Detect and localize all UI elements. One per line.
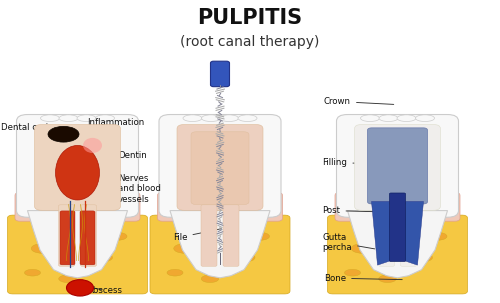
Ellipse shape [183, 115, 202, 122]
Ellipse shape [238, 115, 257, 122]
Ellipse shape [360, 115, 380, 122]
Text: Crown: Crown [324, 97, 394, 106]
FancyBboxPatch shape [80, 211, 95, 265]
Text: PULPITIS: PULPITIS [198, 8, 302, 28]
Ellipse shape [397, 115, 416, 122]
Text: Gutta
percha: Gutta percha [322, 233, 375, 252]
Ellipse shape [400, 236, 415, 242]
Text: Dental caries: Dental caries [1, 123, 62, 132]
FancyBboxPatch shape [34, 125, 120, 210]
Ellipse shape [59, 275, 76, 282]
Ellipse shape [344, 269, 360, 276]
Ellipse shape [40, 115, 60, 122]
Ellipse shape [56, 145, 100, 200]
Ellipse shape [108, 232, 127, 240]
Text: Nerves
and blood
vessels: Nerves and blood vessels [89, 174, 161, 204]
Ellipse shape [193, 261, 207, 267]
Ellipse shape [220, 115, 238, 122]
FancyBboxPatch shape [159, 115, 281, 217]
Text: Filling: Filling [322, 158, 374, 167]
Ellipse shape [50, 261, 64, 267]
Ellipse shape [352, 244, 374, 253]
FancyBboxPatch shape [336, 115, 458, 217]
Ellipse shape [31, 244, 54, 253]
FancyBboxPatch shape [158, 192, 282, 221]
FancyBboxPatch shape [16, 115, 138, 217]
Text: Inflammation: Inflammation [88, 118, 145, 138]
FancyBboxPatch shape [354, 125, 440, 210]
FancyBboxPatch shape [400, 205, 416, 266]
Polygon shape [404, 201, 423, 265]
Polygon shape [348, 211, 448, 278]
Ellipse shape [77, 115, 96, 122]
FancyBboxPatch shape [223, 205, 239, 266]
FancyBboxPatch shape [177, 125, 263, 210]
Text: Bone: Bone [324, 274, 402, 283]
Ellipse shape [416, 115, 434, 122]
Ellipse shape [48, 126, 79, 142]
Ellipse shape [370, 261, 384, 267]
Ellipse shape [201, 275, 219, 282]
Ellipse shape [202, 115, 220, 122]
Ellipse shape [80, 236, 95, 242]
Text: Dentin: Dentin [110, 151, 147, 160]
FancyBboxPatch shape [378, 205, 394, 266]
Ellipse shape [235, 253, 255, 262]
FancyBboxPatch shape [58, 205, 74, 266]
FancyBboxPatch shape [335, 192, 460, 221]
Polygon shape [170, 211, 270, 278]
Ellipse shape [379, 115, 398, 122]
FancyBboxPatch shape [150, 215, 290, 294]
Ellipse shape [96, 115, 114, 122]
Text: (root canal therapy): (root canal therapy) [180, 35, 320, 49]
FancyBboxPatch shape [80, 205, 96, 266]
Ellipse shape [412, 253, 432, 262]
Text: Post: Post [322, 206, 388, 215]
Text: File: File [173, 229, 222, 242]
Text: Abscess: Abscess [88, 286, 122, 295]
FancyBboxPatch shape [191, 132, 249, 205]
FancyBboxPatch shape [210, 61, 230, 87]
FancyBboxPatch shape [8, 215, 147, 294]
Ellipse shape [92, 253, 112, 262]
Ellipse shape [250, 232, 270, 240]
FancyBboxPatch shape [328, 215, 468, 294]
Ellipse shape [59, 115, 78, 122]
FancyBboxPatch shape [15, 192, 140, 221]
Polygon shape [372, 201, 391, 265]
Ellipse shape [174, 244, 196, 253]
FancyBboxPatch shape [60, 211, 75, 265]
Circle shape [66, 280, 94, 296]
Ellipse shape [83, 138, 102, 153]
Ellipse shape [24, 269, 40, 276]
FancyBboxPatch shape [368, 128, 428, 204]
Polygon shape [28, 211, 128, 278]
Ellipse shape [428, 232, 447, 240]
FancyBboxPatch shape [201, 205, 217, 266]
Ellipse shape [167, 269, 183, 276]
FancyBboxPatch shape [390, 193, 406, 261]
Ellipse shape [379, 275, 396, 282]
Ellipse shape [222, 236, 238, 242]
